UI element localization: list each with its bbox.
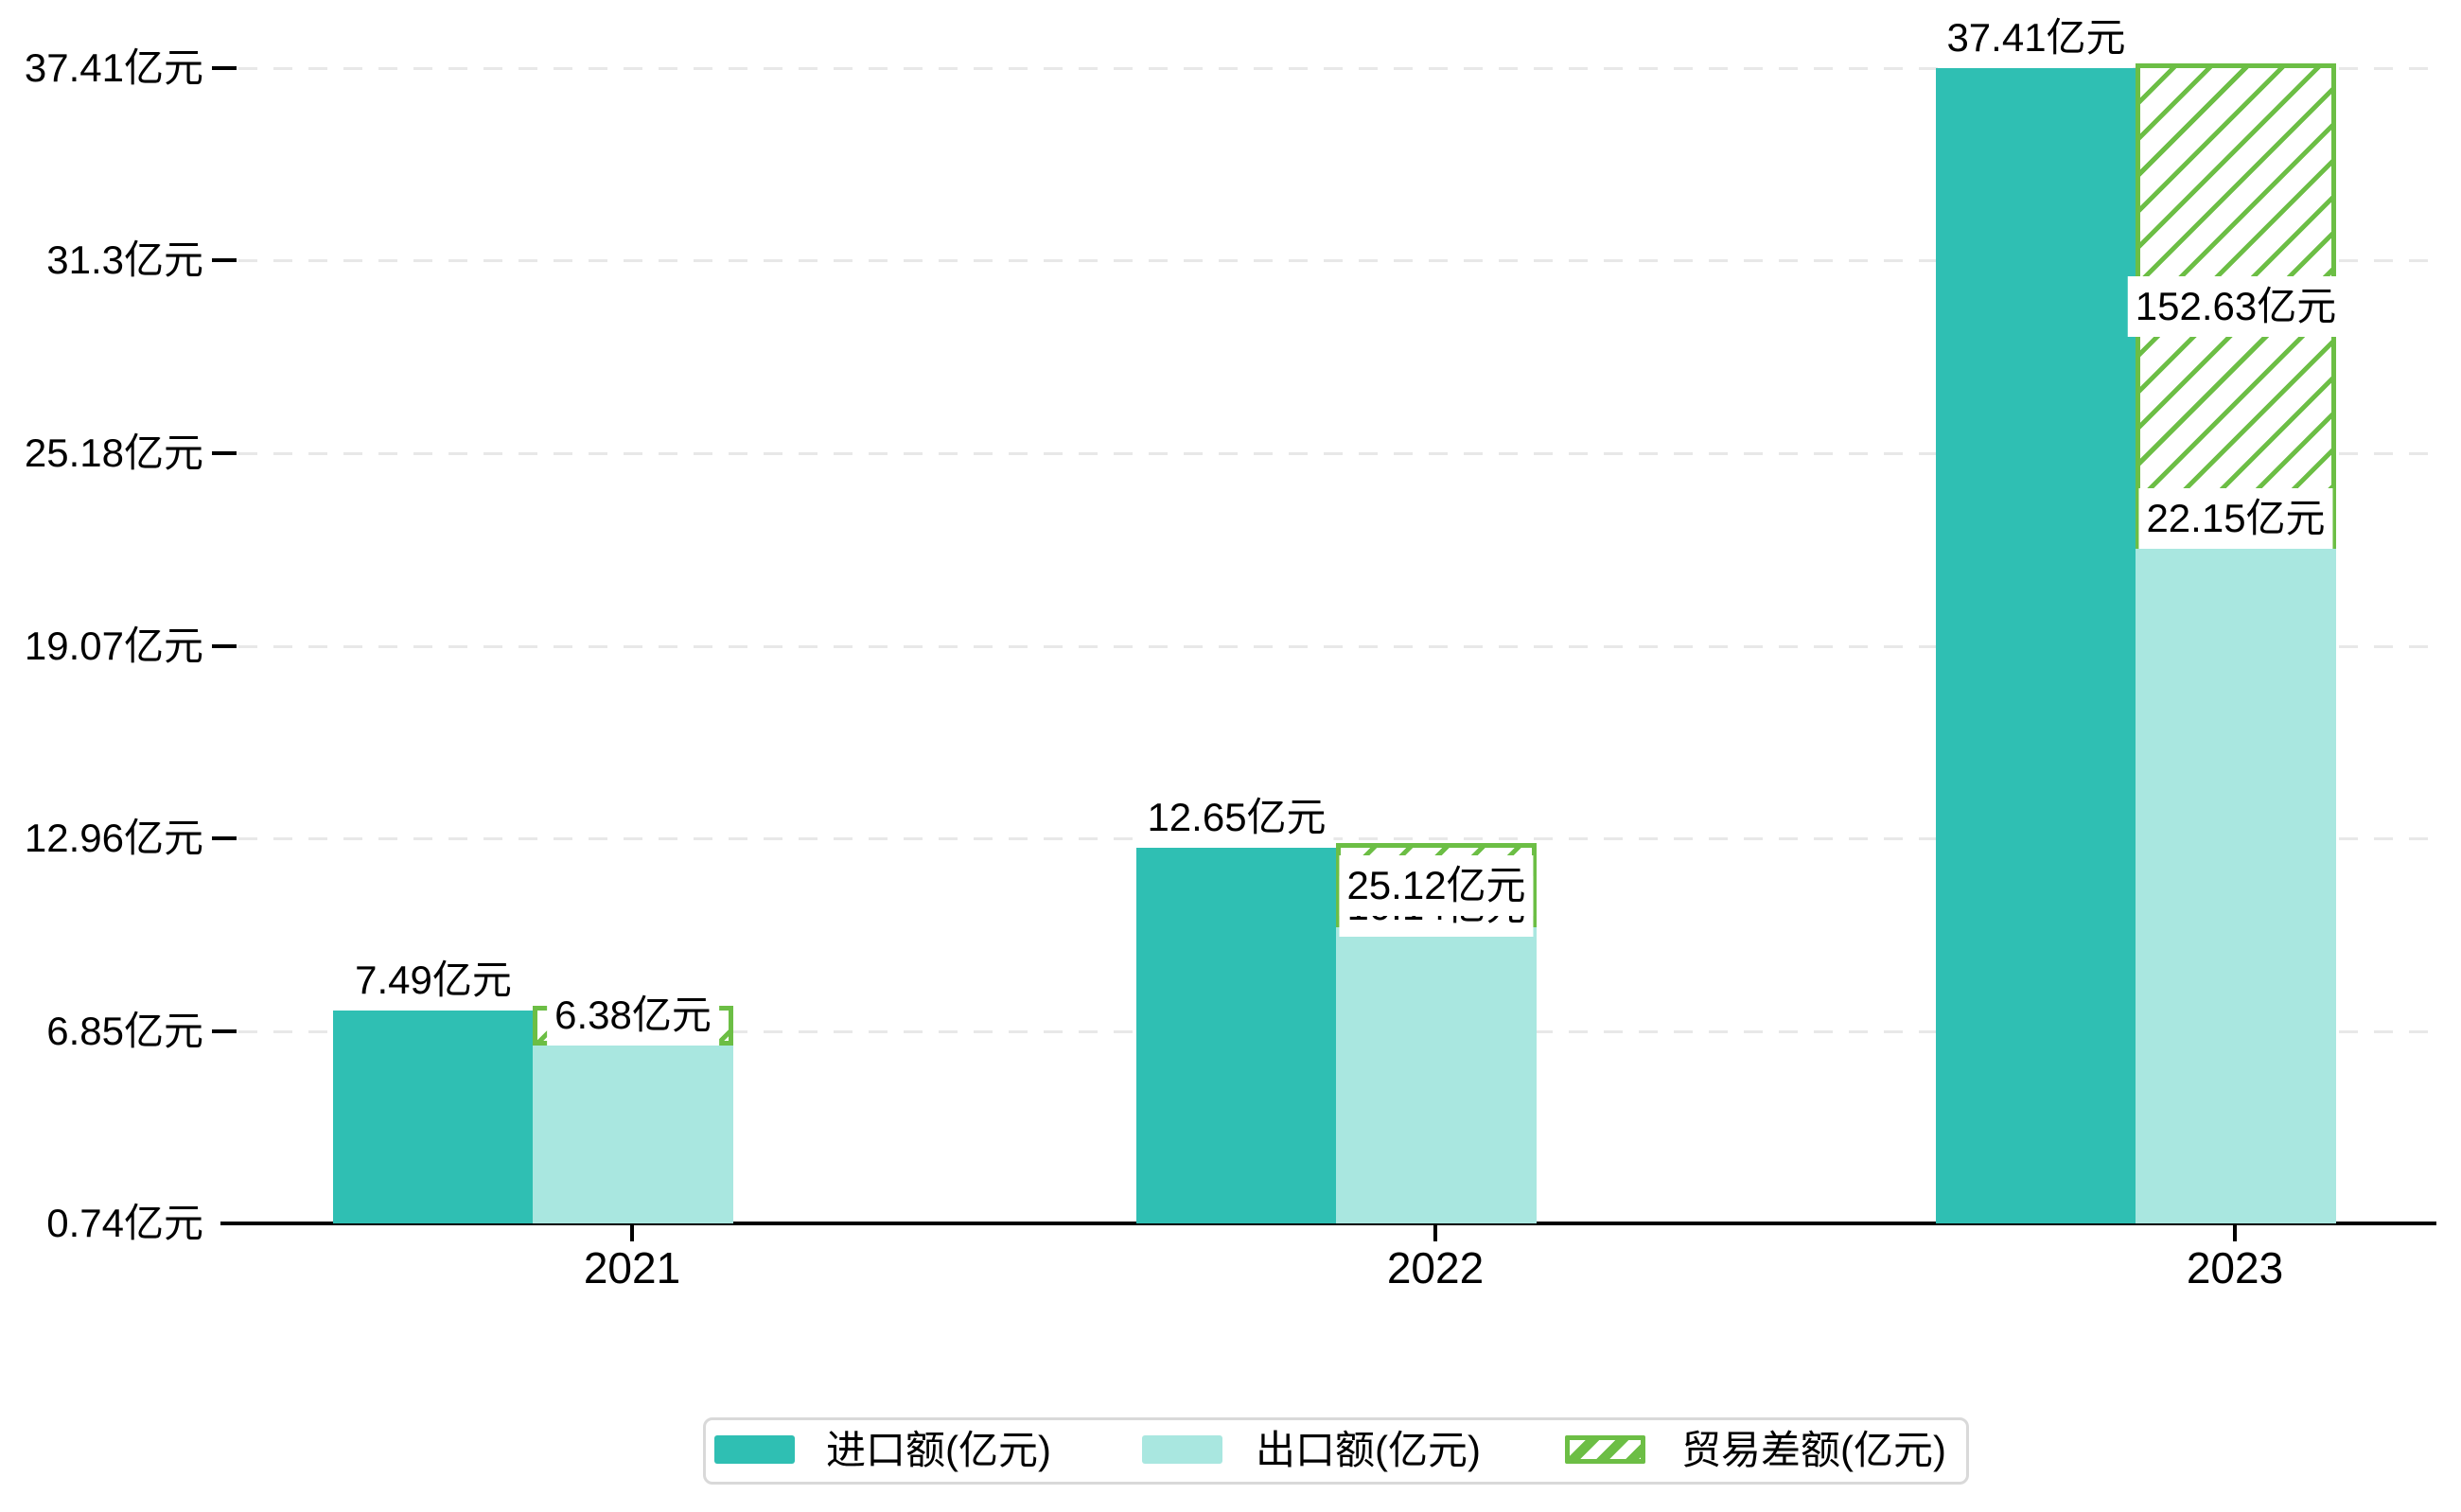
y-tick-label: 0.74亿元 [46,1201,203,1245]
data-label-export-2021: 6.38亿元 [547,985,719,1046]
y-axis-tick [212,643,237,648]
y-axis-tick [212,836,237,841]
data-label-import-2021: 7.49亿元 [347,950,519,1011]
y-tick-label: 6.85亿元 [46,1008,203,1053]
y-tick-label: 25.18亿元 [24,431,203,476]
legend-item-trade-balance[interactable]: 贸易差额(亿元) [1681,1428,1946,1472]
legend-item-import[interactable]: 进口额(亿元) [826,1428,1051,1472]
legend-swatch-trade-balance[interactable] [1565,1435,1645,1464]
data-label-import-2022: 12.65亿元 [1139,787,1334,849]
data-label-trade-balance-2022: 25.12亿元 [1339,854,1534,916]
y-gridline [238,67,2441,70]
x-axis-line [220,1222,2436,1225]
bar-import-2021 [333,1011,534,1223]
data-label-export-2023: 22.15亿元 [2138,488,2333,550]
y-tick-label: 37.41亿元 [24,45,203,90]
y-tick-label: 19.07亿元 [24,623,203,668]
y-axis-tick [212,1029,237,1033]
bar-import-2023 [1936,68,2136,1223]
y-gridline [238,837,2441,841]
data-label-trade-balance-2023: 152.63亿元 [2127,275,2345,337]
y-axis-tick [212,66,237,70]
x-tick-label-2022: 2022 [1386,1243,1485,1292]
x-axis-tick [630,1223,634,1241]
y-axis-tick [212,451,237,456]
bar-export-2022 [1336,927,1537,1223]
x-axis-tick [2233,1223,2237,1241]
x-tick-label-2023: 2023 [2186,1243,2284,1292]
bar-export-2021 [533,1046,733,1223]
y-tick-label: 12.96亿元 [24,816,203,861]
y-tick-label: 31.3亿元 [46,237,203,283]
x-tick-label-2021: 2021 [583,1243,681,1292]
x-axis-tick [1433,1223,1437,1241]
bar-import-2022 [1136,848,1337,1223]
legend-swatch-import[interactable] [714,1435,795,1464]
y-axis-tick [212,258,237,263]
data-label-import-2023: 37.41亿元 [1939,8,2134,68]
y-gridline [238,259,2441,263]
y-gridline [238,644,2441,648]
legend-swatch-export[interactable] [1142,1435,1222,1464]
y-gridline [238,452,2441,456]
legend-item-export[interactable]: 出口额(亿元) [1256,1428,1481,1472]
bar-export-2023 [2136,549,2336,1223]
legend [703,1417,1969,1485]
